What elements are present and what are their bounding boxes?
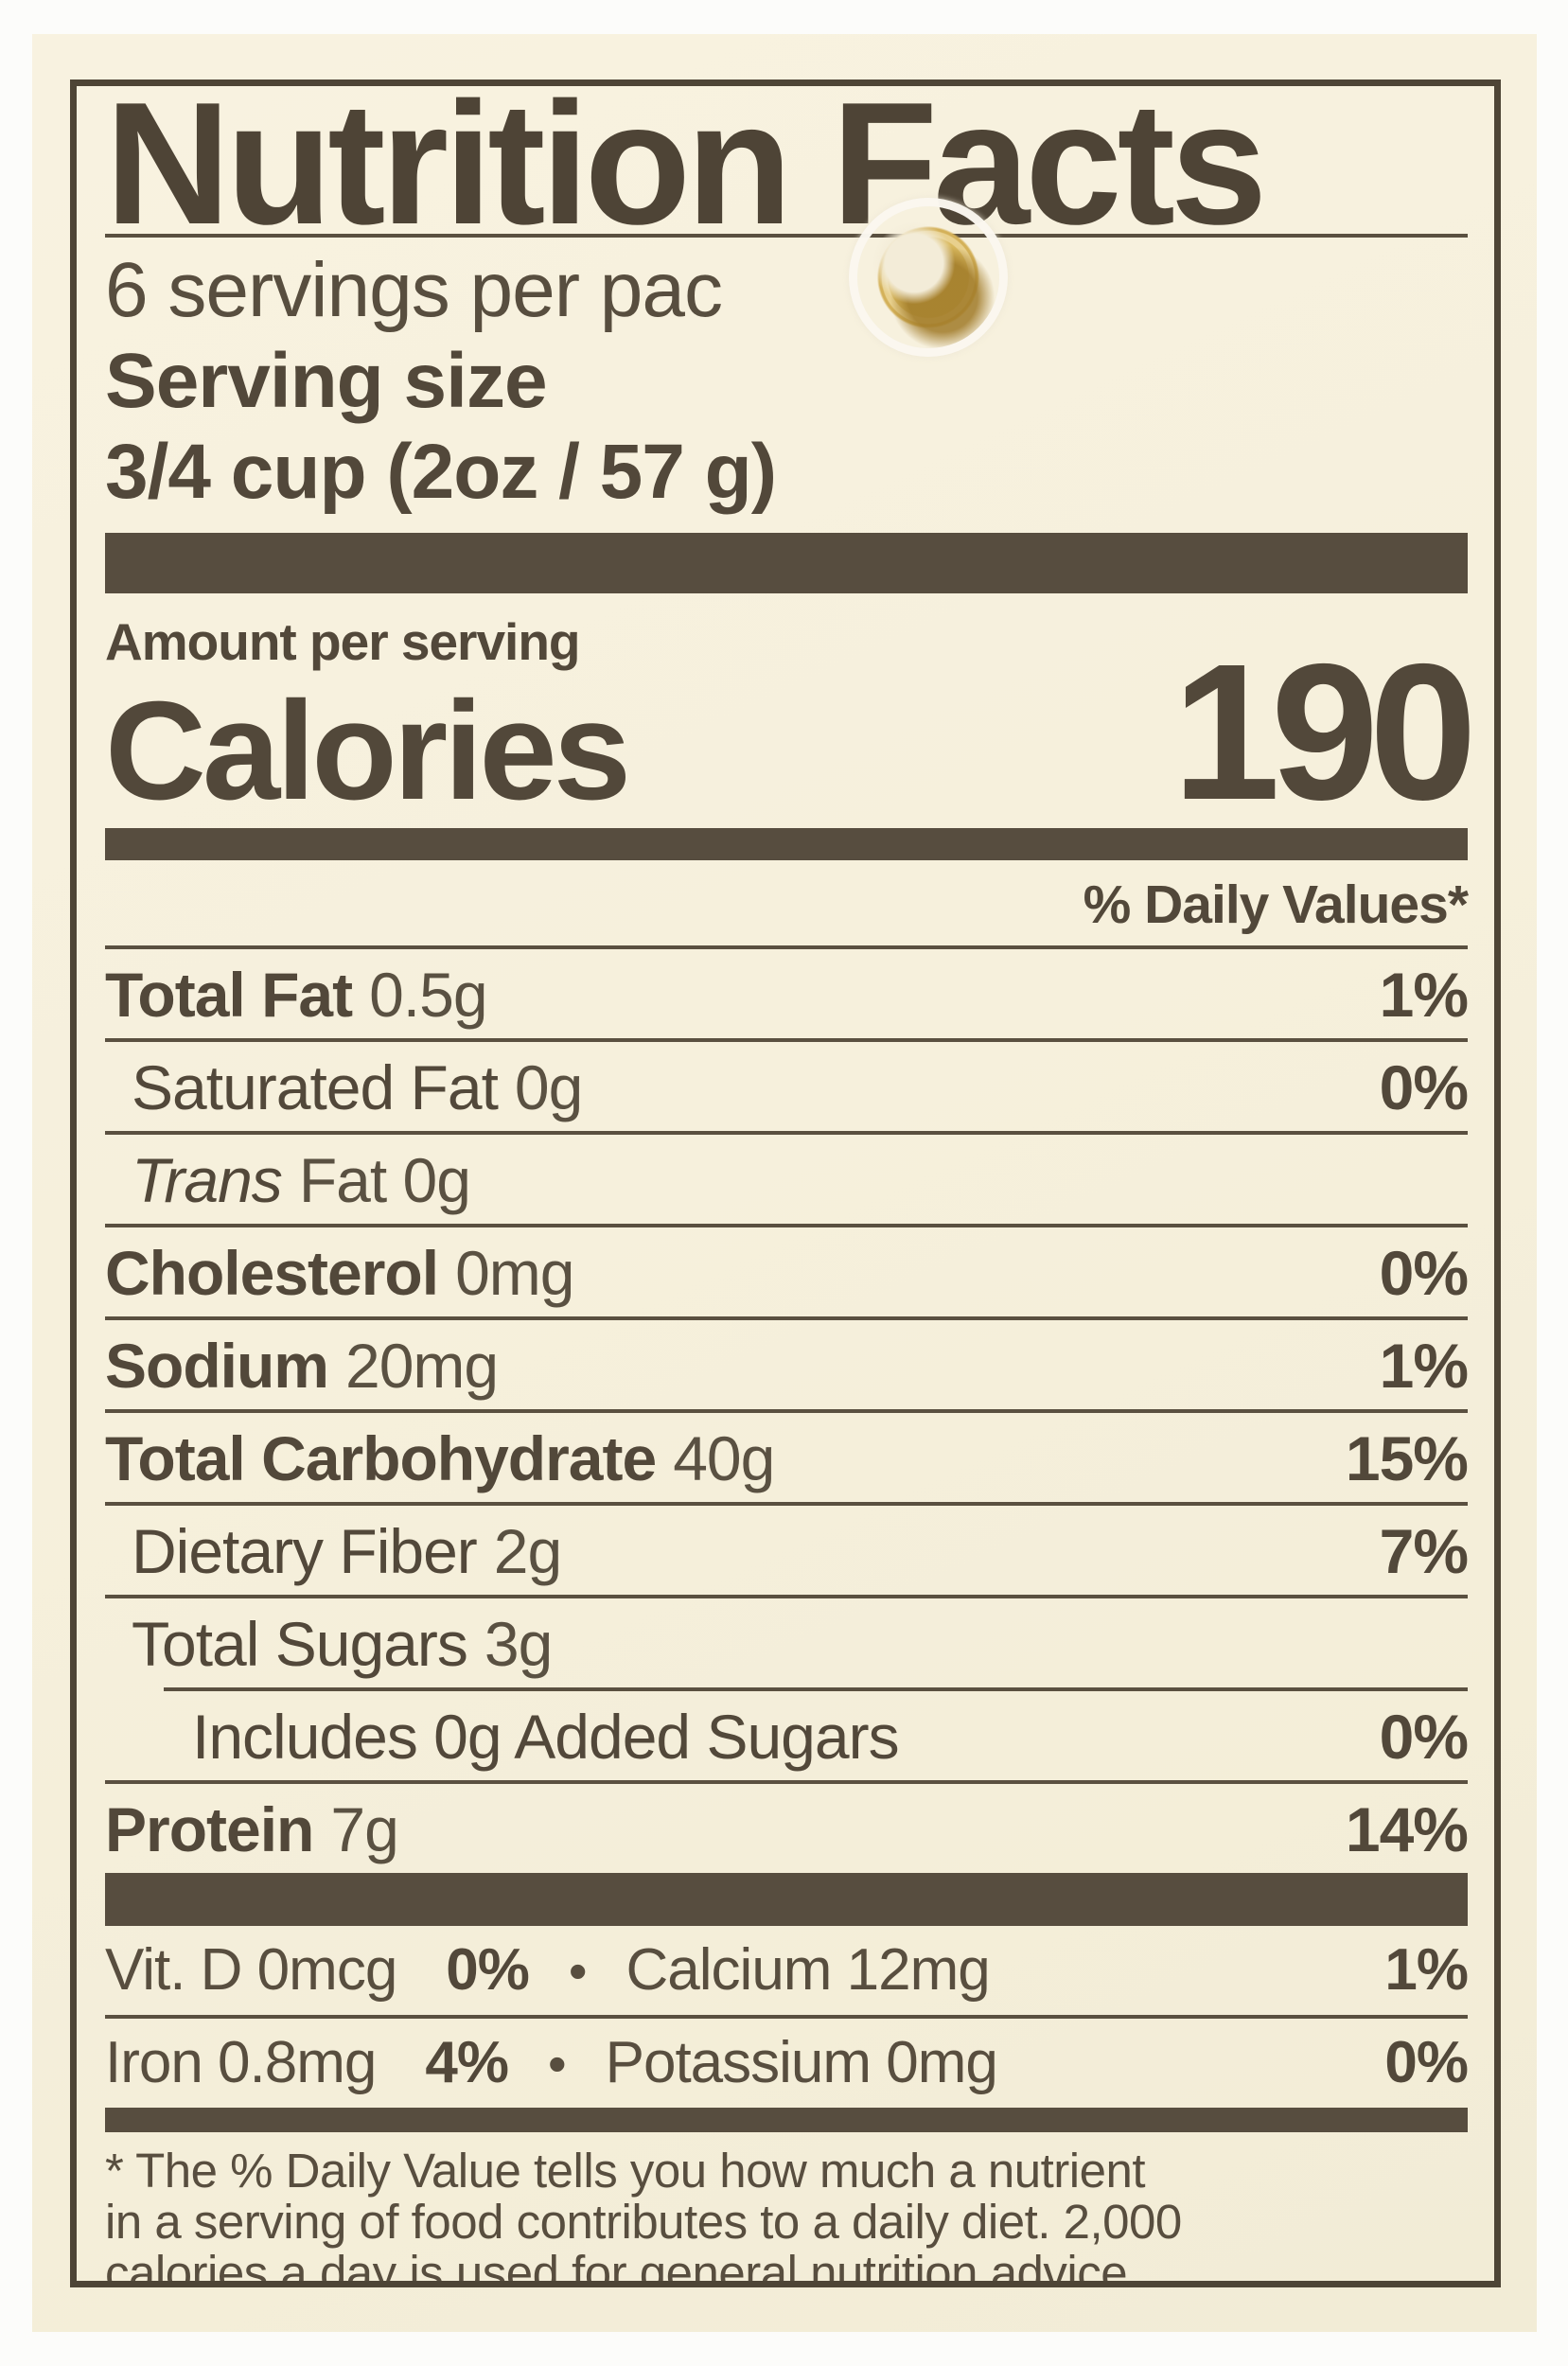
divider	[164, 1687, 1468, 1691]
nutrient-amount: 20mg	[345, 1331, 499, 1401]
divider	[105, 1502, 1468, 1506]
micro-dv: 0%	[1384, 2030, 1469, 2095]
nutrient-dv: 0%	[1379, 1052, 1469, 1122]
section-bar	[105, 828, 1468, 860]
nutrient-row-total-fat: Total Fat 0.5g 1%	[105, 949, 1469, 1038]
nutrient-name: Includes 0g Added Sugars	[192, 1702, 900, 1772]
serving-size-label: Serving size	[105, 338, 548, 424]
divider	[105, 1409, 1468, 1413]
micronutrient-row-1: Vit. D 0mcg 0% • Calcium 12mg 1%	[105, 1926, 1469, 2015]
calories-label: Calories	[105, 673, 631, 829]
bullet-separator-icon: •	[568, 1941, 588, 2001]
micro-dv: 4%	[425, 2030, 509, 2095]
nutrient-row-trans-fat: Trans Fat 0g	[105, 1135, 1468, 1224]
micro-name: Vit. D 0mcg	[105, 1937, 397, 2003]
footnote-line: * The % Daily Value tells you how much a…	[105, 2144, 1146, 2198]
nutrient-name: Saturated Fat	[132, 1052, 499, 1122]
nutrient-amount: 7g	[330, 1794, 398, 1864]
nutrient-name: Sodium	[105, 1331, 329, 1401]
divider	[105, 1595, 1468, 1598]
nutrient-dv: 15%	[1345, 1423, 1469, 1493]
section-bar	[105, 2108, 1468, 2132]
nutrient-amount: 0g	[514, 1052, 583, 1122]
divider	[105, 1224, 1468, 1227]
bullet-separator-icon: •	[548, 2034, 567, 2093]
micronutrient-row-2: Iron 0.8mg 4% • Potassium 0mg 0%	[105, 2019, 1469, 2108]
nutrient-row-cholesterol: Cholesterol 0mg 0%	[105, 1227, 1469, 1316]
daily-value-header: % Daily Values*	[1083, 874, 1469, 935]
daily-value-footnote: * The % Daily Value tells you how much a…	[105, 2144, 1468, 2287]
nutrient-dv: 1%	[1379, 960, 1469, 1030]
nutrient-row-added-sugars: Includes 0g Added Sugars 0%	[105, 1691, 1469, 1780]
punch-hole	[857, 206, 999, 348]
nutrient-dv: 14%	[1345, 1794, 1469, 1864]
divider	[105, 1131, 1468, 1135]
micro-name: Calcium 12mg	[625, 1937, 991, 2003]
divider	[105, 1780, 1468, 1784]
nutrient-dv: 0%	[1379, 1238, 1469, 1308]
section-bar	[105, 1873, 1468, 1926]
micro-name: Iron 0.8mg	[105, 2030, 377, 2095]
nutrient-dv: 0%	[1379, 1702, 1469, 1772]
nutrient-name: Dietary Fiber	[132, 1516, 478, 1586]
nutrient-row-saturated-fat: Saturated Fat 0g 0%	[105, 1042, 1469, 1131]
servings-per-container: 6 servings per pac	[105, 247, 723, 333]
nutrient-amount: 0mg	[455, 1238, 574, 1308]
nutrient-name: Cholesterol	[105, 1238, 439, 1308]
divider	[105, 2015, 1468, 2019]
divider	[105, 1316, 1468, 1320]
nutrient-amount: Fat 0g	[298, 1145, 471, 1215]
nutrient-amount: 0.5g	[369, 960, 487, 1030]
section-bar	[105, 533, 1468, 593]
nutrition-facts-panel: Nutrition Facts 6 servings per pac Servi…	[70, 79, 1501, 2287]
label-paper: Nutrition Facts 6 servings per pac Servi…	[32, 34, 1537, 2332]
nutrient-row-total-carbohydrate: Total Carbohydrate 40g 15%	[105, 1413, 1469, 1502]
nutrient-amount: 3g	[484, 1609, 553, 1679]
calories-value: 190	[1172, 624, 1477, 840]
nutrient-name: Protein	[105, 1794, 314, 1864]
footnote-line: calories a day is used for general nutri…	[105, 2246, 1140, 2287]
nutrient-name: Total Carbohydrate	[105, 1423, 657, 1493]
nutrient-dv: 1%	[1379, 1331, 1469, 1401]
title-divider	[105, 234, 1468, 238]
nutrient-row-dietary-fiber: Dietary Fiber 2g 7%	[105, 1506, 1469, 1595]
calories-row: Calories 190	[105, 624, 1477, 840]
nutrient-row-protein: Protein 7g 14%	[105, 1784, 1469, 1873]
nutrient-dv: 7%	[1379, 1516, 1469, 1586]
nutrient-row-sodium: Sodium 20mg 1%	[105, 1320, 1469, 1409]
micro-dv: 1%	[1384, 1937, 1469, 2003]
divider	[105, 945, 1468, 949]
amount-per-serving-label: Amount per serving	[105, 612, 581, 671]
nutrient-name: Total Fat	[105, 960, 353, 1030]
nutrient-amount: 2g	[493, 1516, 562, 1586]
micro-dv: 0%	[446, 1937, 530, 2003]
nutrient-name: Trans	[132, 1145, 283, 1215]
divider	[105, 1038, 1468, 1042]
nutrient-name: Total Sugars	[132, 1609, 468, 1679]
nutrient-row-total-sugars: Total Sugars 3g	[105, 1598, 1468, 1687]
panel-title: Nutrition Facts	[105, 79, 1267, 260]
micro-name: Potassium 0mg	[605, 2030, 998, 2095]
serving-size-value: 3/4 cup (2oz / 57 g)	[105, 429, 777, 515]
footnote-line: in a serving of food contributes to a da…	[105, 2195, 1182, 2249]
nutrient-amount: 40g	[673, 1423, 775, 1493]
